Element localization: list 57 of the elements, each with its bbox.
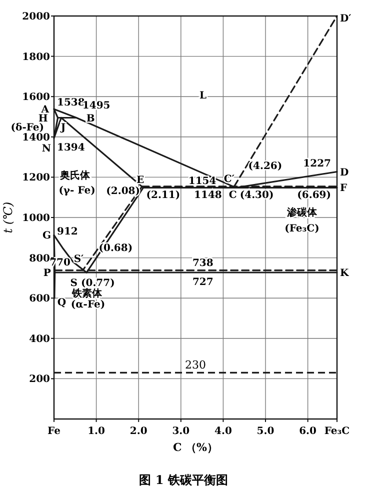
annotation: 1227 xyxy=(303,158,332,170)
text: (δ-Fe) xyxy=(10,122,44,134)
annotation: 727 xyxy=(192,277,214,288)
y-tick-label: 1000 xyxy=(22,213,50,224)
annotation: C′ xyxy=(224,174,235,185)
annotation: (2.11) xyxy=(146,190,180,202)
ref-line-label: 230 xyxy=(185,358,206,372)
x-tick-label: 1.0 xyxy=(88,426,106,437)
x-tick-label: Fe xyxy=(48,426,60,437)
annotation: G xyxy=(42,230,51,242)
annotation: S (0.77) xyxy=(70,278,115,290)
annotation: D′ xyxy=(340,14,352,24)
annotation: E xyxy=(136,175,144,186)
annotation: B xyxy=(86,113,95,124)
annotation: F xyxy=(340,183,348,194)
annotation: 铁素体 xyxy=(71,288,103,300)
y-tick-label: 200 xyxy=(29,374,50,386)
x-tick-label: Fe₃C xyxy=(324,426,350,437)
y-tick-label: 800 xyxy=(29,253,50,264)
text: 图 1 铁碳平衡图 xyxy=(139,473,228,487)
y-tick-label: 1600 xyxy=(22,92,50,104)
annotation: 1154 xyxy=(188,176,216,187)
y-tick-label: 400 xyxy=(29,334,50,345)
annotation: D xyxy=(340,167,349,178)
y-tick-label: 600 xyxy=(29,294,50,305)
y-tick-label: 1200 xyxy=(22,172,50,184)
annotation: 738 xyxy=(192,258,214,269)
y-tick-label: 2000 xyxy=(22,12,50,22)
annotation: 912 xyxy=(57,226,78,238)
y-tick-label: 1800 xyxy=(22,52,50,63)
y-axis-title: t (℃) xyxy=(1,201,15,234)
annotation: J xyxy=(60,122,66,134)
x-tick-label: 3.0 xyxy=(172,426,190,437)
annotation: S′ xyxy=(74,254,84,265)
annotation: P xyxy=(43,268,52,280)
x-tick-label: 2.0 xyxy=(130,426,148,437)
annotation: (6.69) xyxy=(297,190,331,202)
annotation: 渗碳体 xyxy=(286,206,318,218)
annotation: 1148 xyxy=(194,190,222,202)
x-tick-label: 6.0 xyxy=(299,426,317,437)
x-axis-title: C （%） xyxy=(172,441,218,454)
annotation: N xyxy=(42,144,51,155)
annotation: L xyxy=(199,90,207,102)
annotation: (4.30) xyxy=(240,190,274,202)
annotation: H xyxy=(38,113,48,124)
annotation: 1394 xyxy=(57,142,85,154)
annotation: (Fe₃C) xyxy=(284,224,320,234)
x-tick-label: 5.0 xyxy=(256,426,274,437)
annotation: 奥氏体 xyxy=(59,170,91,182)
annotation: (γ- Fe) xyxy=(58,186,96,196)
annotation: (α-Fe) xyxy=(70,300,106,310)
y-tick-label: 1400 xyxy=(22,132,50,144)
annotation: (4.26) xyxy=(248,160,282,172)
annotation: C xyxy=(228,190,237,202)
annotation: Q xyxy=(57,298,66,309)
x-tick-label: 4.0 xyxy=(214,426,232,437)
annotation: K xyxy=(340,268,349,280)
